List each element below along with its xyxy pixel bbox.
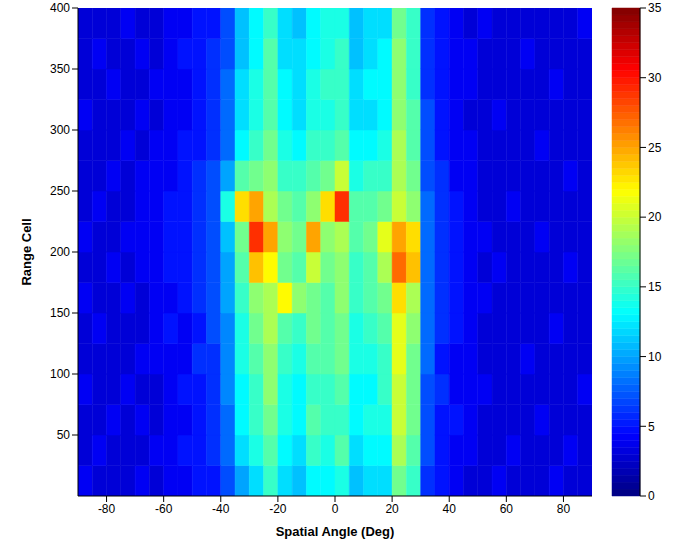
svg-text:25: 25 (648, 141, 662, 155)
svg-text:40: 40 (443, 502, 457, 516)
svg-text:5: 5 (648, 420, 655, 434)
svg-text:400: 400 (50, 1, 70, 15)
svg-text:0: 0 (648, 489, 655, 503)
svg-text:150: 150 (50, 306, 70, 320)
svg-text:300: 300 (50, 123, 70, 137)
svg-text:20: 20 (385, 502, 399, 516)
svg-text:-60: -60 (155, 502, 173, 516)
svg-text:35: 35 (648, 1, 662, 15)
svg-text:250: 250 (50, 184, 70, 198)
svg-text:100: 100 (50, 367, 70, 381)
svg-text:20: 20 (648, 210, 662, 224)
svg-text:15: 15 (648, 280, 662, 294)
svg-text:-20: -20 (269, 502, 287, 516)
svg-text:200: 200 (50, 245, 70, 259)
svg-text:30: 30 (648, 71, 662, 85)
svg-text:Spatial Angle (Deg): Spatial Angle (Deg) (276, 524, 395, 539)
svg-text:10: 10 (648, 350, 662, 364)
svg-text:80: 80 (557, 502, 571, 516)
svg-text:60: 60 (500, 502, 514, 516)
svg-text:50: 50 (57, 428, 71, 442)
svg-text:-40: -40 (212, 502, 230, 516)
svg-text:-80: -80 (98, 502, 116, 516)
svg-text:0: 0 (332, 502, 339, 516)
svg-text:350: 350 (50, 62, 70, 76)
svg-text:Range Cell: Range Cell (19, 218, 34, 285)
